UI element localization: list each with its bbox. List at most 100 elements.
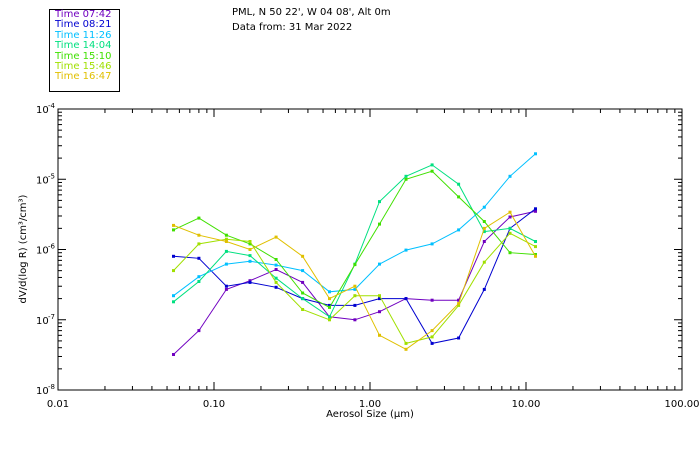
data-point — [534, 245, 537, 249]
data-point — [274, 268, 278, 271]
data-point — [430, 163, 434, 167]
data-point — [197, 329, 201, 333]
data-point — [378, 297, 381, 301]
y-tick-base: 10 — [36, 316, 49, 327]
legend-entry: Time 11:26 — [55, 29, 112, 41]
data-point — [404, 297, 408, 301]
data-point — [328, 315, 331, 319]
x-tick-label: 0.10 — [203, 399, 225, 410]
data-point — [197, 216, 201, 220]
data-point — [534, 209, 537, 213]
legend-entry: Time 07:42 — [55, 9, 112, 20]
data-point — [274, 276, 278, 280]
data-point — [172, 300, 175, 304]
data-point — [534, 253, 537, 256]
data-point — [197, 233, 201, 237]
legend-entry: Time 15:46 — [55, 61, 112, 73]
data-point — [482, 226, 486, 230]
data-point — [248, 240, 252, 243]
data-point — [430, 169, 434, 173]
data-point — [404, 347, 408, 351]
chart-header: PML, N 50 22', W 04 08', Alt 0m Data fro… — [232, 5, 391, 35]
data-point — [224, 287, 228, 291]
x-tick-label: 10.00 — [512, 399, 541, 410]
y-tick-exponent: -8 — [48, 383, 55, 391]
data-point — [457, 182, 461, 186]
y-tick-label: 10 -7 — [36, 313, 55, 327]
series-line — [173, 153, 536, 297]
data-point — [353, 294, 357, 298]
data-point — [353, 287, 357, 291]
data-point — [457, 228, 461, 232]
legend-entry: Time 15:10 — [55, 50, 112, 62]
series-line — [173, 208, 536, 344]
date-line: Data from: 31 Mar 2022 — [232, 22, 353, 33]
x-tick-label: 1.00 — [359, 399, 381, 410]
data-point — [248, 242, 252, 246]
series-1 — [172, 207, 537, 345]
location-line: PML, N 50 22', W 04 08', Alt 0m — [232, 7, 391, 18]
data-point — [457, 336, 461, 340]
data-point — [224, 237, 228, 241]
y-tick-label: 10 -6 — [36, 243, 56, 257]
data-point — [274, 280, 278, 284]
data-point — [353, 318, 357, 322]
data-point — [508, 174, 512, 178]
y-axis: 10-810-710-610-510-4 — [36, 102, 682, 397]
y-tick-label: 10 -4 — [36, 102, 56, 116]
data-point — [197, 280, 201, 283]
data-point — [274, 263, 278, 267]
data-point — [248, 279, 252, 283]
series-0 — [172, 209, 537, 356]
legend-entry: Time 14:04 — [55, 40, 112, 52]
data-point — [482, 230, 486, 234]
x-axis-label: Aerosol Size (µm) — [326, 409, 414, 420]
data-point — [301, 269, 305, 273]
y-tick-exponent: -7 — [48, 313, 55, 321]
x-tick-label: 0.01 — [47, 399, 69, 410]
x-axis: 0.01 0.10 1.00 10.00 100.00 — [47, 109, 700, 410]
data-point — [457, 302, 461, 306]
data-point — [457, 298, 461, 302]
data-point — [328, 303, 331, 307]
plot-frame — [57, 108, 683, 391]
data-point — [274, 285, 278, 289]
data-point — [430, 341, 434, 345]
y-tick-exponent: -5 — [48, 172, 55, 180]
y-tick-exponent: -6 — [48, 243, 56, 251]
data-point — [508, 226, 512, 230]
data-point — [328, 297, 331, 301]
data-point — [534, 152, 537, 156]
data-point — [301, 291, 305, 295]
y-tick-base: 10 — [36, 386, 49, 397]
data-point — [534, 207, 537, 211]
data-point — [378, 262, 381, 266]
data-point — [172, 223, 175, 227]
data-point — [378, 222, 381, 226]
data-point — [224, 262, 228, 266]
series-4 — [172, 169, 537, 309]
data-point — [378, 310, 381, 314]
data-point — [457, 303, 461, 307]
data-point — [482, 287, 486, 291]
data-point — [197, 256, 201, 260]
data-point — [508, 210, 512, 214]
y-tick-exponent: -4 — [48, 102, 56, 110]
data-point — [172, 294, 175, 298]
y-tick-base: 10 — [36, 105, 49, 116]
data-point — [482, 240, 486, 243]
data-point — [224, 249, 228, 253]
data-point — [378, 294, 381, 298]
series-5 — [172, 231, 537, 345]
data-point — [274, 258, 278, 261]
data-point — [172, 228, 175, 232]
data-point — [172, 269, 175, 273]
y-tick-base: 10 — [36, 175, 49, 186]
data-point — [197, 275, 201, 279]
data-point — [508, 251, 512, 255]
y-axis-label: dV/d(log R) (cm³/cm³) — [18, 194, 29, 303]
data-point — [404, 341, 408, 345]
data-point — [248, 280, 252, 284]
series-layer — [172, 152, 537, 356]
